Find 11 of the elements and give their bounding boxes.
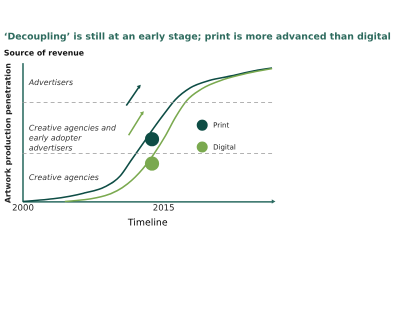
annotation: Advertisers [28,78,74,87]
chart-title: ‘Decoupling’ is still at an early stage; print is more advanced than digital [4,31,391,42]
annotation: Creative agencies and early adopter advertisers [28,123,116,153]
y-axis-title: Artwork production penetration [4,63,13,204]
legend-label: Digital [213,142,236,152]
x-tick-label: 2000 [12,203,34,214]
x-tick-label: 2015 [152,203,175,214]
x-axis-title: Timeline [126,217,168,228]
chart-subtitle: Source of revenue [4,48,84,58]
annotation: Creative agencies [28,172,99,182]
legend-label: Print [213,120,230,130]
